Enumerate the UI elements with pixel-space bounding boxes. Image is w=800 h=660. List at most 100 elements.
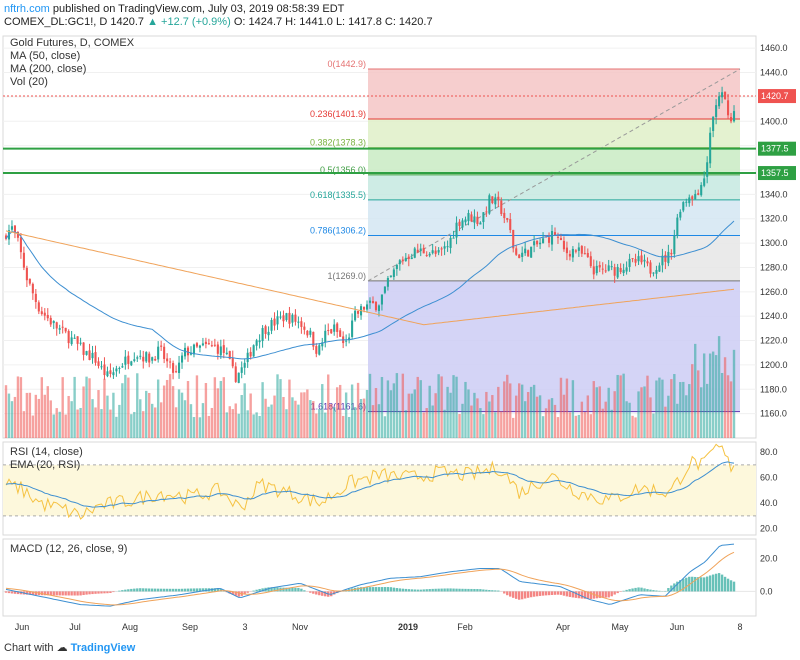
macd-hist-bar <box>538 591 542 596</box>
candle-body <box>142 356 145 362</box>
candle-body <box>553 232 557 236</box>
footer-brand[interactable]: TradingView <box>70 642 136 654</box>
candle-body <box>416 249 419 253</box>
volume-bar <box>413 389 416 438</box>
candle-body <box>115 368 118 372</box>
x-tick-label: Nov <box>292 622 309 632</box>
volume-bar <box>207 415 211 438</box>
candle-body <box>303 326 306 330</box>
change-text: ▲ +12.7 (+0.9%) <box>147 16 231 28</box>
volume-bar <box>106 395 109 438</box>
macd-hist-bar <box>297 587 300 592</box>
volume-bar <box>312 401 315 438</box>
macd-hist-bar <box>258 588 261 592</box>
y-tick-label: 1460.0 <box>760 43 788 53</box>
volume-bar <box>327 374 330 438</box>
volume-bar <box>407 393 410 438</box>
candle-body <box>67 330 70 344</box>
candle-body <box>371 301 375 304</box>
volume-bar <box>195 375 199 438</box>
candle-body <box>732 111 736 122</box>
macd-hist-bar <box>49 591 52 596</box>
volume-bar <box>82 386 85 438</box>
macd-hist-bar <box>679 580 682 592</box>
volume-bar <box>103 378 106 438</box>
volume-bar <box>353 407 357 438</box>
fib-zone <box>368 69 740 119</box>
candle-body <box>482 212 485 223</box>
macd-hist-bar <box>180 588 184 592</box>
volume-bar <box>335 387 339 438</box>
volume-bar <box>616 374 619 438</box>
candle-body <box>530 246 533 258</box>
fib-zone <box>368 174 740 200</box>
candle-body <box>183 347 187 357</box>
volume-bar <box>619 375 622 438</box>
fib-level-label: 0.236(1401.9) <box>310 109 366 119</box>
candle-body <box>628 258 631 267</box>
macd-hist-bar <box>383 587 387 592</box>
candle-body <box>255 340 258 346</box>
macd-hist-bar <box>580 591 584 599</box>
volume-bar <box>171 386 175 438</box>
macd-hist-bar <box>494 590 497 592</box>
macd-hist-bar <box>204 588 208 592</box>
volume-bar <box>702 353 706 438</box>
volume-bar <box>10 401 14 438</box>
macd-hist-bar <box>723 576 727 592</box>
candle-body <box>172 363 175 373</box>
macd-hist-bar <box>452 588 455 592</box>
site-link[interactable]: nftrh.com <box>4 3 50 15</box>
candle-body <box>291 314 294 323</box>
macd-hist-bar <box>85 591 88 595</box>
candle-body <box>210 345 213 347</box>
candle-body <box>288 312 291 324</box>
macd-hist-bar <box>526 591 530 598</box>
candle-body <box>694 193 697 200</box>
volume-bar <box>485 391 488 438</box>
fib-level-label: 0.618(1335.5) <box>310 190 366 200</box>
candle-body <box>613 267 616 276</box>
macd-hist-bar <box>520 591 524 600</box>
candle-body <box>497 196 500 201</box>
candle-body <box>315 346 318 354</box>
volume-bar <box>556 417 560 438</box>
macd-hist-bar <box>392 587 396 592</box>
volume-bar <box>350 384 354 438</box>
candle-body <box>625 267 628 272</box>
candle-body <box>336 323 339 332</box>
candle-body <box>139 355 142 357</box>
volume-bar <box>634 417 637 438</box>
last-price-tag-bg <box>758 89 796 104</box>
candle-body <box>446 246 449 248</box>
macd-hist-bar <box>25 591 29 595</box>
volume-bar <box>34 394 38 438</box>
candle-body <box>527 250 530 257</box>
candle-body <box>279 316 282 318</box>
volume-bar <box>610 409 613 438</box>
volume-bar <box>341 415 345 438</box>
volume-bar <box>497 386 500 438</box>
macd-hist-bar <box>130 588 133 592</box>
macd-hist-bar <box>151 588 154 592</box>
candle-body <box>10 226 14 230</box>
candle-body <box>595 265 598 274</box>
candle-body <box>718 96 721 107</box>
macd-hist-bar <box>300 588 303 592</box>
volume-bar <box>377 404 381 438</box>
y-tick-label: 1320.0 <box>760 214 788 224</box>
macd-hist-bar <box>195 588 199 592</box>
footer: Chart with ☁ TradingView <box>4 641 135 654</box>
volume-bar <box>568 412 572 438</box>
macd-hist-bar <box>380 587 384 592</box>
volume-bar <box>371 405 375 438</box>
macd-hist-bar <box>10 591 14 594</box>
macd-hist-bar <box>112 591 115 593</box>
candle-body <box>700 184 703 196</box>
macd-hist-bar <box>717 573 721 592</box>
candle-body <box>192 344 196 355</box>
volume-bar <box>156 379 160 438</box>
symbol-text: COMEX_DL:GC1!, D <box>4 16 108 28</box>
rsi-legend: RSI (14, close) EMA (20, RSI) <box>10 446 83 472</box>
